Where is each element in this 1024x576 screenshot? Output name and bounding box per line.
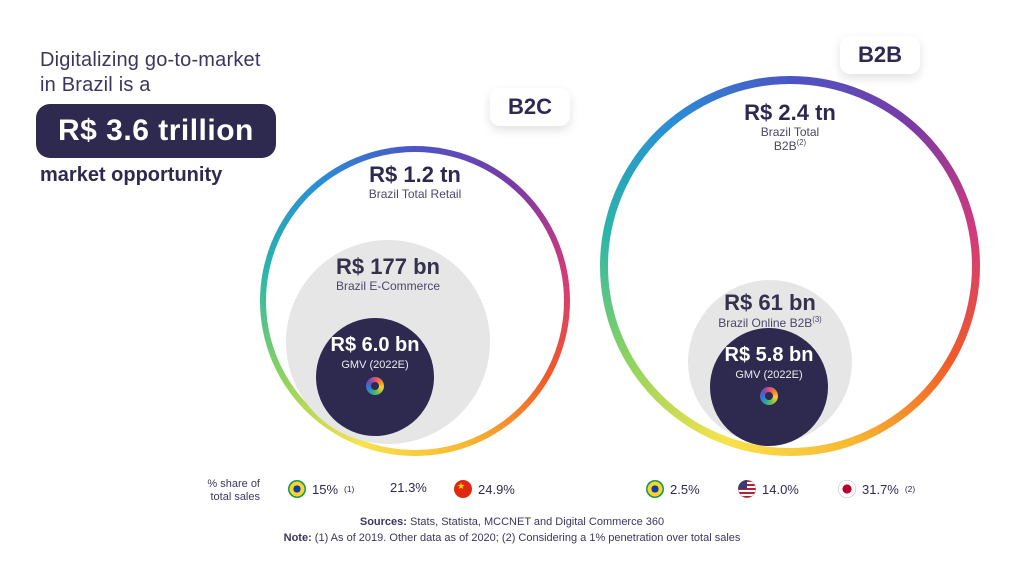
b2b-mid-sup: (3) <box>812 315 822 324</box>
sources-line1: Sources: Stats, Statista, MCCNET and Dig… <box>0 516 1024 528</box>
headline-line2: in Brazil is a <box>40 74 151 96</box>
b2b-mid-value: R$ 61 bn <box>668 290 872 316</box>
us-flag-icon <box>738 480 756 498</box>
b2b-inner-label: GMV (2022E) <box>710 369 828 381</box>
sources-prefix: Sources: <box>360 516 407 528</box>
b2b-share-br-value: 2.5% <box>670 482 700 497</box>
brazil-flag-icon <box>288 480 306 498</box>
b2b-share-us: 14.0% <box>738 480 799 498</box>
b2c-share-mid: 21.3% <box>390 480 427 495</box>
b2c-share-mid-value: 21.3% <box>390 480 427 495</box>
b2b-share-jp-value: 31.7% <box>862 482 899 497</box>
logo-icon <box>760 387 778 405</box>
b2b-outer-label-1: Brazil Total <box>761 125 819 139</box>
note-prefix: Note: <box>284 532 312 544</box>
b2c-mid-label: Brazil E-Commerce <box>286 280 490 293</box>
b2c-share-cn: 24.9% <box>454 480 515 498</box>
b2b-outer-value: R$ 2.4 tn <box>600 100 980 126</box>
b2b-inner-value: R$ 5.8 bn <box>710 344 828 367</box>
share-row-label: % share of total sales <box>170 478 260 504</box>
b2b-outer-sup: (2) <box>797 138 807 147</box>
b2c-inner-circle: R$ 6.0 bn GMV (2022E) <box>316 318 434 436</box>
b2c-mid-title: R$ 177 bn Brazil E-Commerce <box>286 254 490 293</box>
b2b-share-jp-sup: (2) <box>905 484 915 494</box>
b2c-share-cn-value: 24.9% <box>478 482 515 497</box>
china-flag-icon <box>454 480 472 498</box>
headline-top: Digitalizing go-to-market in Brazil is a <box>40 48 261 98</box>
headline-line1: Digitalizing go-to-market <box>40 49 261 71</box>
b2c-share-br-sup: (1) <box>344 484 354 494</box>
b2c-outer-title: R$ 1.2 tn Brazil Total Retail <box>260 162 570 201</box>
b2b-label-bubble: B2B <box>840 36 920 74</box>
b2b-label: B2B <box>858 42 902 67</box>
b2b-outer-label-2: B2B <box>774 139 797 153</box>
b2c-share-br-value: 15% <box>312 482 338 497</box>
brazil-flag-icon <box>646 480 664 498</box>
b2b-inner-circle: R$ 5.8 bn GMV (2022E) <box>710 328 828 446</box>
b2c-label-bubble: B2C <box>490 88 570 126</box>
b2c-inner-value: R$ 6.0 bn <box>316 334 434 357</box>
b2c-share-br: 15% (1) <box>288 480 354 498</box>
b2c-label: B2C <box>508 94 552 119</box>
b2b-outer-label: Brazil Total B2B(2) <box>600 126 980 153</box>
b2c-mid-value: R$ 177 bn <box>286 254 490 280</box>
b2c-outer-value: R$ 1.2 tn <box>260 162 570 188</box>
sources-line2: Note: (1) As of 2019. Other data as of 2… <box>0 532 1024 544</box>
logo-icon <box>366 377 384 395</box>
sources-rest: Stats, Statista, MCCNET and Digital Comm… <box>407 516 664 528</box>
b2b-share-jp: 31.7% (2) <box>838 480 915 498</box>
b2b-outer-title: R$ 2.4 tn Brazil Total B2B(2) <box>600 100 980 153</box>
headline-pill: R$ 3.6 trillion <box>36 104 276 158</box>
b2b-mid-title: R$ 61 bn Brazil Online B2B(3) <box>668 290 872 330</box>
b2b-share-br: 2.5% <box>646 480 700 498</box>
note-rest: (1) As of 2019. Other data as of 2020; (… <box>312 532 741 544</box>
b2c-inner-label: GMV (2022E) <box>316 359 434 371</box>
b2c-outer-label: Brazil Total Retail <box>260 188 570 201</box>
stage: Digitalizing go-to-market in Brazil is a… <box>0 0 1024 576</box>
headline-line3: market opportunity <box>40 164 222 187</box>
japan-flag-icon <box>838 480 856 498</box>
b2b-share-us-value: 14.0% <box>762 482 799 497</box>
